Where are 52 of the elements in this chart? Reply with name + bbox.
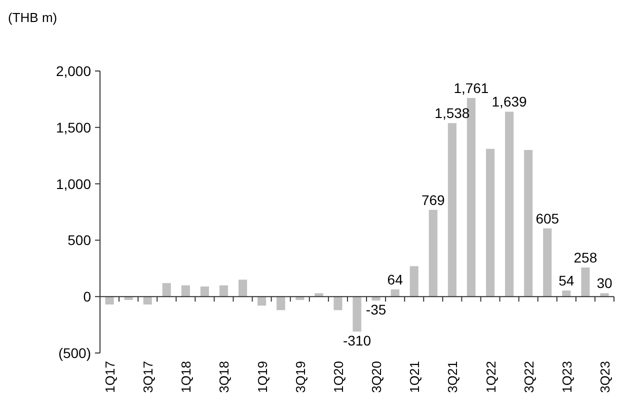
data-label: 605: [536, 210, 560, 226]
bar: [600, 293, 609, 297]
y-tick-label: 1,500: [56, 119, 92, 136]
x-tick-label: 3Q17: [140, 361, 156, 393]
data-label: 64: [387, 271, 404, 288]
bar: [162, 283, 171, 297]
x-tick-label: 3Q21: [445, 361, 460, 393]
x-tick-label: 1Q17: [102, 361, 118, 393]
data-label: -35: [366, 302, 386, 318]
x-tick-label: 3Q22: [521, 361, 536, 393]
x-tick-label: 1Q21: [407, 361, 422, 393]
data-label: -310: [342, 332, 372, 349]
y-tick-label: 2,000: [56, 63, 92, 79]
bar: [352, 296, 362, 332]
y-tick-label: 500: [68, 232, 92, 248]
x-tick-label: 3Q19: [292, 361, 308, 393]
y-tick-label: 0: [83, 288, 92, 305]
bar: [258, 296, 266, 306]
bar: [505, 112, 514, 297]
data-label: 1,639: [492, 94, 528, 110]
bar: [181, 285, 190, 297]
bar: [428, 210, 438, 297]
bar: [105, 296, 114, 304]
y-tick-label: (500): [58, 345, 91, 361]
bar: [276, 296, 286, 310]
data-label: 1,538: [434, 105, 470, 122]
data-label: 258: [574, 250, 598, 266]
data-label: 769: [421, 192, 446, 208]
bar: [334, 296, 342, 310]
bar: [410, 266, 418, 297]
bar: [219, 285, 228, 297]
data-label: 1,761: [454, 80, 489, 96]
bar: [581, 268, 590, 297]
y-axis-title: (THB m): [8, 10, 58, 25]
data-label: 30: [596, 275, 612, 292]
x-tick-label: 3Q18: [216, 361, 232, 393]
data-label: 54: [558, 272, 574, 289]
x-tick-label: 1Q23: [559, 361, 574, 393]
bar: [143, 296, 152, 304]
x-tick-label: 1Q22: [483, 361, 498, 393]
x-tick-label: 1Q20: [330, 361, 346, 393]
bar: [486, 148, 495, 297]
x-tick-label: 3Q23: [597, 361, 612, 393]
bar: [200, 286, 209, 297]
x-tick-label: 3Q20: [369, 361, 384, 393]
bar: [543, 228, 552, 297]
x-tick-label: 1Q18: [178, 361, 194, 393]
y-tick-label: 1,000: [56, 176, 92, 192]
bar: [238, 280, 248, 297]
bar: [524, 150, 533, 297]
bar: [448, 123, 456, 297]
x-tick-label: 1Q19: [254, 361, 270, 393]
